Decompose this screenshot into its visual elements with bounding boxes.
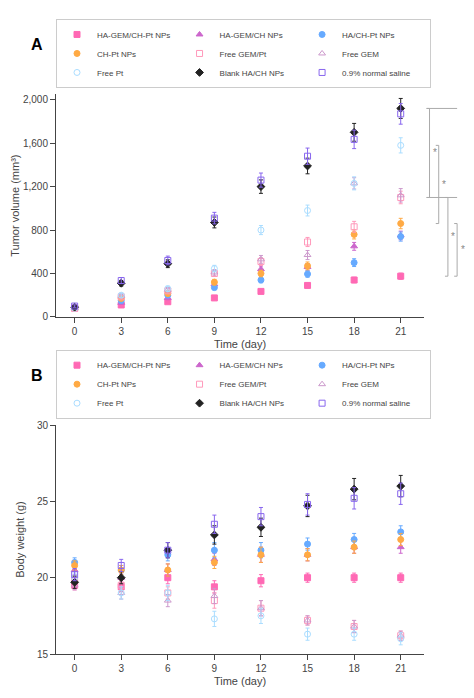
svg-text:Free GEM/Pt: Free GEM/Pt <box>220 50 267 59</box>
svg-text:CH-Pt NPs: CH-Pt NPs <box>97 50 136 59</box>
svg-text:*: * <box>461 244 465 255</box>
svg-text:18: 18 <box>349 663 361 674</box>
svg-text:21: 21 <box>395 663 407 674</box>
svg-text:CH-Pt NPs: CH-Pt NPs <box>97 380 136 389</box>
svg-text:1,200: 1,200 <box>23 181 48 192</box>
svg-text:6: 6 <box>165 663 171 674</box>
svg-text:9: 9 <box>212 326 218 337</box>
svg-text:18: 18 <box>349 326 361 337</box>
svg-text:0.9% normal saline: 0.9% normal saline <box>342 399 411 408</box>
svg-text:0: 0 <box>72 663 78 674</box>
svg-text:3: 3 <box>118 326 124 337</box>
svg-text:Blank HA/CH NPs: Blank HA/CH NPs <box>220 69 284 78</box>
svg-text:Blank HA/CH NPs: Blank HA/CH NPs <box>220 399 284 408</box>
svg-text:Free GEM: Free GEM <box>342 380 379 389</box>
svg-text:3: 3 <box>118 663 124 674</box>
svg-text:A: A <box>31 36 43 53</box>
svg-text:0: 0 <box>42 311 48 322</box>
svg-text:400: 400 <box>31 268 48 279</box>
svg-text:HA-GEM/CH NPs: HA-GEM/CH NPs <box>220 361 283 370</box>
svg-text:20: 20 <box>37 572 49 583</box>
svg-text:B: B <box>31 367 43 384</box>
svg-text:800: 800 <box>31 225 48 236</box>
svg-text:*: * <box>451 231 455 242</box>
svg-text:0: 0 <box>72 326 78 337</box>
svg-text:HA-GEM/CH-Pt NPs: HA-GEM/CH-Pt NPs <box>97 31 170 40</box>
svg-text:21: 21 <box>395 326 407 337</box>
svg-text:*: * <box>442 179 446 190</box>
svg-text:Free GEM: Free GEM <box>342 50 379 59</box>
svg-text:15: 15 <box>37 649 49 660</box>
svg-text:15: 15 <box>302 326 314 337</box>
svg-text:1,600: 1,600 <box>23 138 48 149</box>
svg-text:0.9% normal saline: 0.9% normal saline <box>342 69 411 78</box>
svg-text:2,000: 2,000 <box>23 94 48 105</box>
svg-text:Free Pt: Free Pt <box>97 399 124 408</box>
svg-text:Body weight (g): Body weight (g) <box>14 501 26 577</box>
svg-text:HA/CH-Pt NPs: HA/CH-Pt NPs <box>342 361 394 370</box>
svg-text:Free GEM/Pt: Free GEM/Pt <box>220 380 267 389</box>
svg-text:25: 25 <box>37 496 49 507</box>
svg-text:12: 12 <box>255 663 267 674</box>
svg-text:Free Pt: Free Pt <box>97 69 124 78</box>
svg-text:9: 9 <box>212 663 218 674</box>
svg-text:HA-GEM/CH NPs: HA-GEM/CH NPs <box>220 31 283 40</box>
svg-text:Time (day): Time (day) <box>214 675 266 687</box>
svg-text:Time (day): Time (day) <box>214 338 266 350</box>
svg-text:*: * <box>433 147 437 158</box>
svg-text:30: 30 <box>37 420 49 431</box>
svg-text:Tumor volume (mm³): Tumor volume (mm³) <box>9 154 21 256</box>
svg-text:HA-GEM/CH-Pt NPs: HA-GEM/CH-Pt NPs <box>97 361 170 370</box>
svg-text:12: 12 <box>255 326 267 337</box>
svg-text:15: 15 <box>302 663 314 674</box>
svg-text:HA/CH-Pt NPs: HA/CH-Pt NPs <box>342 31 394 40</box>
svg-text:6: 6 <box>165 326 171 337</box>
